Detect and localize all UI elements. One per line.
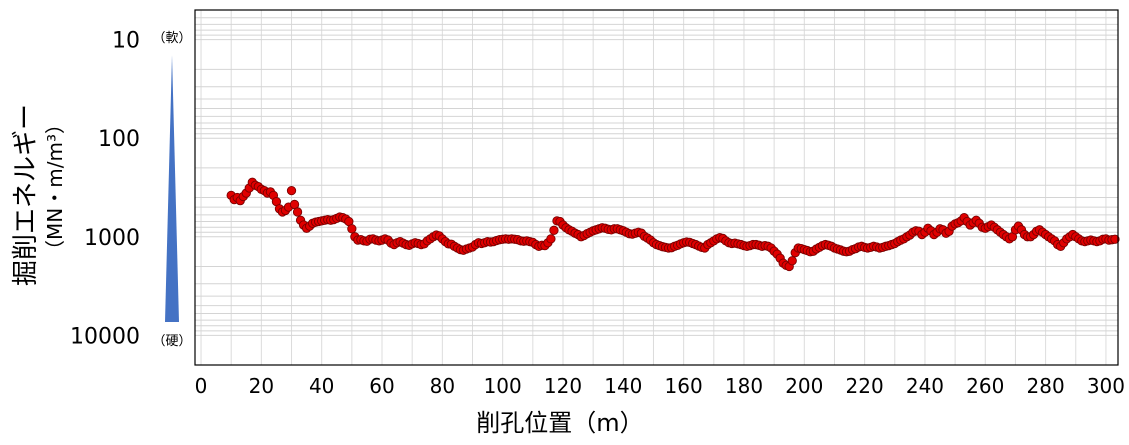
- data-point: [347, 224, 357, 234]
- x-tick-label: 80: [430, 374, 455, 398]
- data-point: [1110, 234, 1120, 244]
- data-point: [549, 225, 559, 235]
- x-tick-label: 120: [544, 374, 582, 398]
- x-tick-label: 40: [309, 374, 334, 398]
- y-tick-label: 10: [112, 29, 140, 54]
- x-tick-label: 140: [604, 374, 642, 398]
- x-axis-label: 削孔位置（m）: [476, 409, 643, 437]
- y-tick-label: 100: [98, 127, 140, 152]
- y-tick-label: 1000: [84, 226, 140, 251]
- x-tick-label: 60: [369, 374, 394, 398]
- x-tick-label: 240: [906, 374, 944, 398]
- x-tick-label: 260: [966, 374, 1004, 398]
- x-tick-label: 180: [725, 374, 763, 398]
- data-point: [787, 256, 797, 266]
- x-tick-label: 20: [249, 374, 274, 398]
- x-tick-labels: 0 20 40 60 80 100 120 140 160 180 200 220 240 260 280 3…: [195, 374, 1125, 398]
- plot-frame: [194, 9, 1119, 366]
- grid: [195, 9, 1118, 366]
- y-axis-unit: （MN・m/m³）: [43, 114, 67, 260]
- hard-label: （硬）: [152, 334, 191, 349]
- x-tick-label: 0: [195, 374, 208, 398]
- x-tick-label: 100: [484, 374, 522, 398]
- soft-label: （軟）: [152, 30, 191, 46]
- data-point: [292, 207, 303, 217]
- x-tick-label: 220: [846, 374, 884, 398]
- y-axis-label: 掘削エネルギー: [11, 104, 41, 286]
- y-tick-label: 10000: [70, 324, 140, 349]
- data-point: [286, 185, 297, 196]
- x-tick-label: 160: [665, 374, 703, 398]
- x-tick-label: 280: [1027, 374, 1065, 398]
- hardness-wedge: [165, 55, 179, 322]
- x-tick-label: 200: [785, 374, 823, 398]
- x-tick-label: 300: [1087, 374, 1125, 398]
- data-point: [546, 234, 556, 244]
- data-points: [226, 177, 1120, 272]
- y-tick-labels: 10 100 1000 10000: [70, 29, 140, 350]
